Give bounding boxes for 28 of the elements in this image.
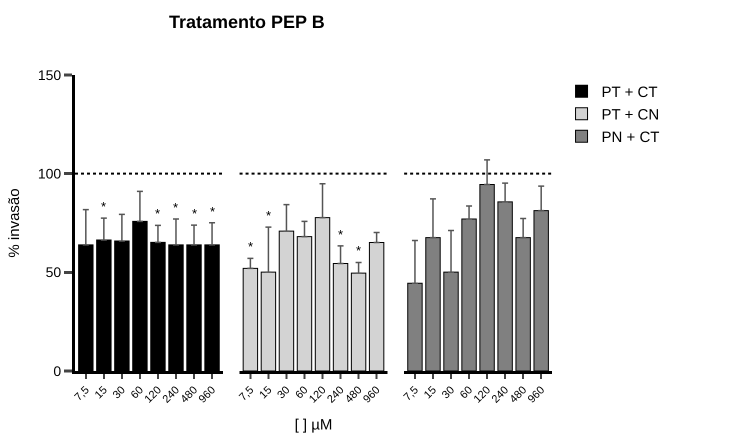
x-tick-label: 7,5 (402, 384, 421, 404)
annotation: * (173, 200, 178, 215)
y-tick-label: 150 (38, 66, 62, 83)
annotation: * (248, 239, 254, 254)
x-tick-label: 15 (422, 384, 439, 402)
y-axis-title: % invasão (6, 188, 24, 258)
legend-label: PN + CT (602, 129, 660, 146)
annotation: * (338, 227, 344, 242)
y-tick-label: 100 (38, 166, 62, 182)
legend-label: PT + CN (602, 106, 660, 124)
annotation: * (155, 206, 160, 221)
x-axis-title: [ ] µM (294, 416, 332, 434)
y-tick-label: 50 (46, 264, 62, 280)
chart-title: Tratamento PEP B (169, 12, 325, 32)
annotation: * (266, 208, 272, 223)
annotation: * (192, 206, 198, 221)
annotation: * (210, 204, 216, 219)
x-tick-label: 7,5 (72, 384, 92, 404)
legend-label: PT + CT (602, 84, 658, 102)
x-tick-label: 15 (92, 384, 110, 402)
x-tick-label: 30 (110, 384, 128, 402)
y-tick-label: 0 (53, 362, 62, 379)
x-tick-label: 7,5 (237, 384, 256, 404)
x-tick-label: 15 (257, 384, 274, 402)
annotation: * (356, 243, 362, 258)
x-tick-label: 30 (440, 384, 458, 402)
annotation: * (101, 199, 106, 214)
x-tick-label: 30 (275, 384, 292, 402)
